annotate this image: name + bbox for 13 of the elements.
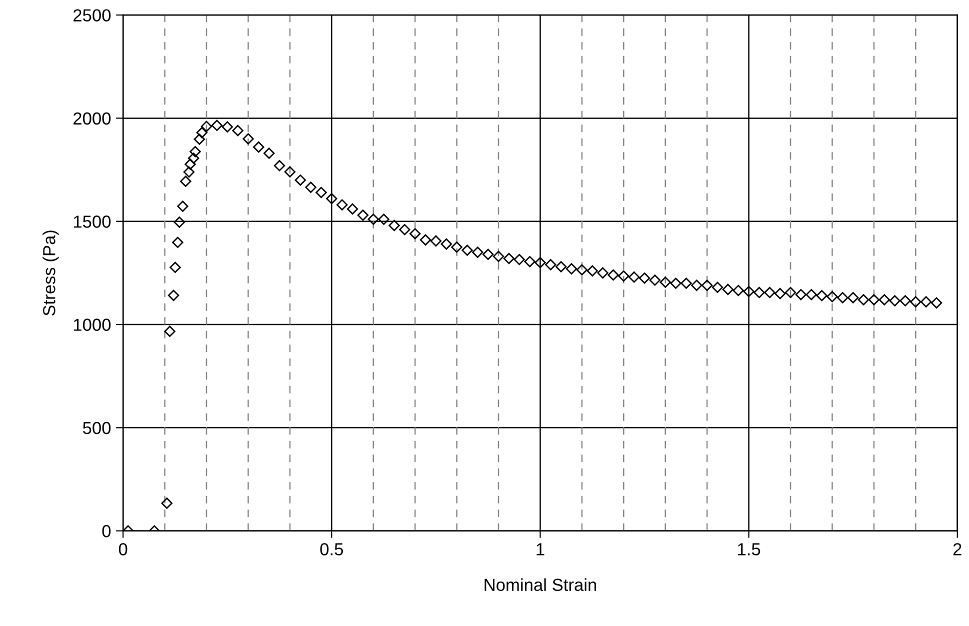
y-tick-label: 2000 (74, 112, 111, 125)
y-tick-label: 2500 (74, 9, 111, 22)
y-tick-label: 1500 (74, 216, 111, 228)
x-tick-label: 0.5 (320, 543, 343, 556)
x-tick-label: 0 (118, 543, 128, 556)
x-axis-title: Nominal Strain (484, 578, 596, 592)
y-tick-label: 500 (82, 422, 111, 434)
x-tick-label: 1 (536, 543, 544, 556)
x-tick-label: 1.5 (738, 543, 760, 556)
y-tick-label: 0 (102, 525, 111, 538)
x-tick-label: 2 (953, 543, 962, 556)
y-tick-label: 1000 (74, 318, 111, 331)
y-axis-title: Stress (Pa) (42, 230, 59, 316)
